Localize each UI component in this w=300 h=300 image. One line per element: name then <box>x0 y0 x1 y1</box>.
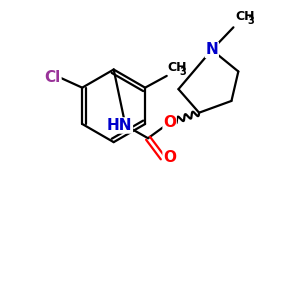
Text: HN: HN <box>107 118 132 133</box>
Text: CH: CH <box>236 11 255 23</box>
Text: Cl: Cl <box>45 70 61 86</box>
Text: 3: 3 <box>179 67 186 77</box>
Text: O: O <box>163 115 176 130</box>
Text: 3: 3 <box>247 16 254 26</box>
Text: N: N <box>206 42 218 57</box>
Text: O: O <box>163 150 176 165</box>
Text: CH: CH <box>168 61 187 74</box>
